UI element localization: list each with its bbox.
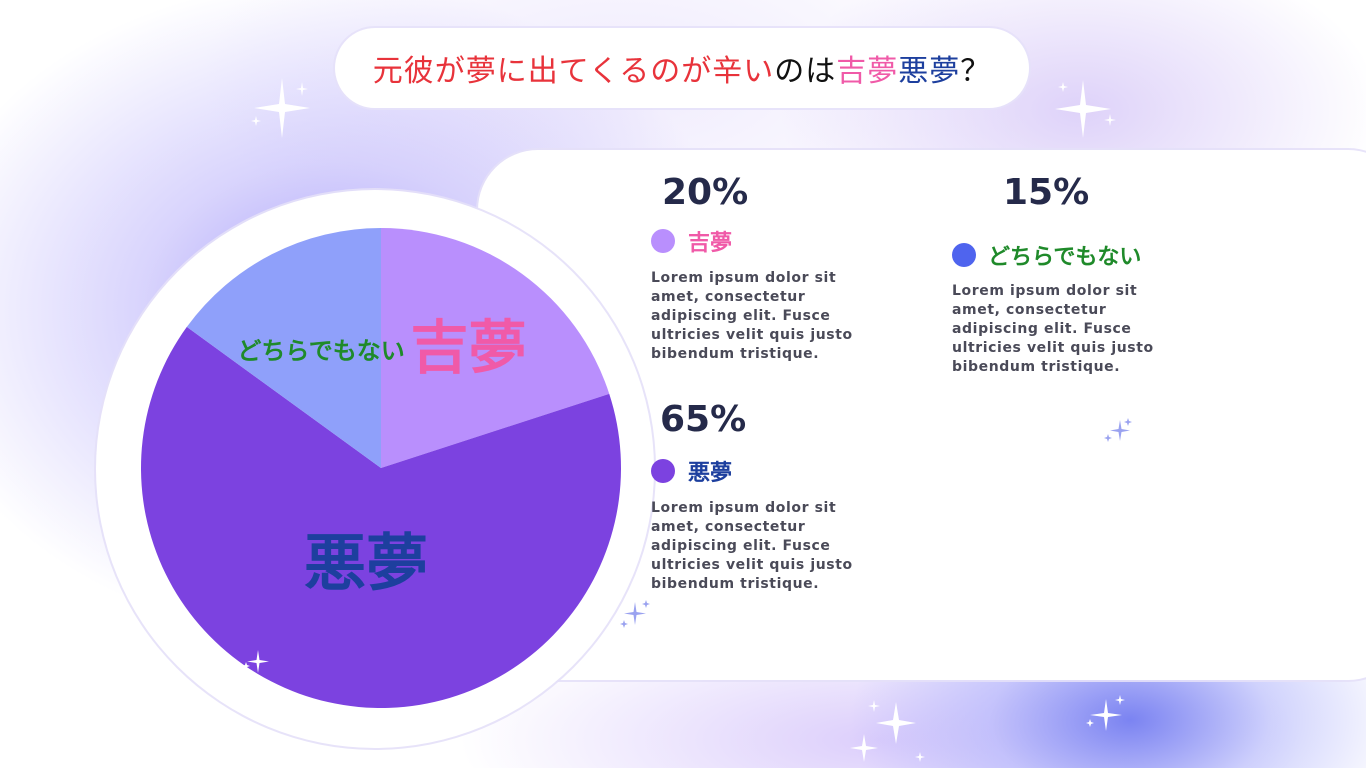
legend-description-good: Lorem ipsum dolor sit amet, consectetur …	[651, 270, 853, 362]
legend-dot-nightmare	[651, 459, 675, 483]
pie-label-neither: どちらでもない	[237, 336, 404, 365]
legend-dot-good	[651, 229, 675, 253]
legend-label-good: 吉夢	[688, 230, 733, 256]
sparkle-icon	[850, 700, 925, 762]
title-part-nightmare: 悪夢	[898, 54, 961, 89]
title-part-good-dream: 吉夢	[836, 54, 899, 89]
legend-percent-neither: 15%	[1003, 172, 1090, 213]
title-part-question: 元彼が夢に出てくるのが辛い	[372, 54, 775, 89]
sparkle-icon	[620, 600, 650, 628]
pie-slice-nightmare	[141, 326, 621, 708]
pie-label-nightmare: 悪夢	[304, 526, 428, 599]
title-part-particle: のは	[774, 54, 837, 89]
legend-label-neither: どちらでもない	[988, 244, 1142, 270]
legend-label-nightmare: 悪夢	[688, 460, 733, 486]
legend-description-nightmare: Lorem ipsum dolor sit amet, consectetur …	[651, 500, 853, 592]
title-part-mark: ？	[960, 54, 992, 89]
sparkle-icon	[242, 650, 269, 673]
pie-slice-good-dream	[381, 228, 610, 468]
sparkle-icon	[1086, 695, 1125, 731]
legend-description-neither: Lorem ipsum dolor sit amet, consectetur …	[952, 283, 1154, 375]
title-banner: 元彼が夢に出てくるのが辛い のは 吉夢 悪夢？	[335, 28, 1029, 108]
legend-percent-good: 20%	[662, 172, 749, 213]
legend-percent-nightmare: 65%	[660, 399, 747, 440]
sparkle-icon	[1104, 418, 1132, 442]
legend-dot-neither	[952, 243, 976, 267]
sparkle-icon	[1055, 80, 1116, 138]
pie-slice-neither	[186, 228, 381, 468]
pie-label-good-dream: 吉夢	[410, 314, 526, 382]
sparkle-icon	[251, 78, 310, 138]
